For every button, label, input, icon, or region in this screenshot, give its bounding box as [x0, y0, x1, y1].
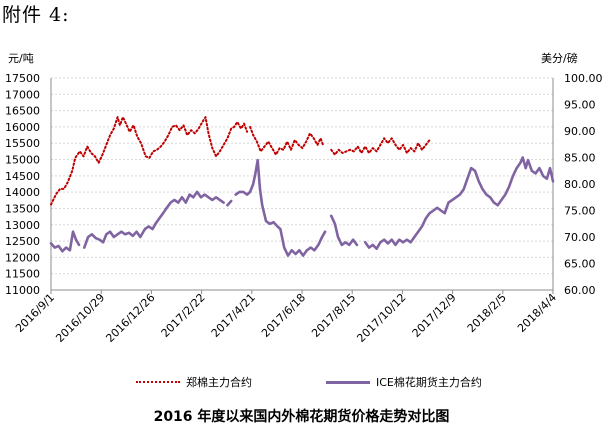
series-line-ice [329, 214, 359, 247]
x-tick-label: 2016/12/26 [103, 291, 157, 345]
legend-label-ice: ICE棉花期货主力合约 [376, 376, 482, 389]
x-tick-label: 2017/8/15 [309, 291, 358, 340]
y-right-tick-label: 85.00 [564, 152, 596, 165]
y-left-tick-label: 12500 [5, 235, 40, 248]
x-tick-label: 2016/10/29 [53, 291, 107, 345]
y-left-tick-label: 11500 [5, 268, 40, 281]
y-right-tick-label: 95.00 [564, 99, 596, 112]
y-left-tick-label: 16500 [5, 105, 40, 118]
x-tick-label: 2017/10/12 [354, 291, 408, 345]
attachment-heading: 附件 4: [2, 4, 70, 26]
x-tick-label: 2018/2/5 [465, 291, 509, 335]
y-left-tick-label: 12000 [5, 251, 40, 264]
y-left-tick-label: 17500 [5, 72, 40, 85]
y-left-tick-label: 13000 [5, 219, 40, 232]
y-left-tick-label: 17000 [5, 88, 40, 101]
x-tick-label: 2016/9/1 [13, 291, 57, 335]
legend-label-zhengmian: 郑棉主力合约 [186, 376, 252, 389]
x-tick-label: 2017/4/21 [209, 291, 258, 340]
y-right-tick-label: 75.00 [564, 205, 596, 218]
chart-caption: 2016 年度以来国内外棉花期货价格走势对比图 [153, 409, 450, 425]
series-line-zhengmian [330, 137, 431, 156]
series-line-zhengmian [249, 125, 325, 156]
series-line-ice [83, 190, 225, 249]
y-right-tick-label: 65.00 [564, 258, 596, 271]
y-left-tick-label: 14500 [5, 170, 40, 183]
y-left-tick-label: 14000 [5, 186, 40, 199]
y-left-tick-label: 15500 [5, 137, 40, 150]
legend-swatch-solid [326, 380, 370, 384]
x-tick-label: 2017/6/18 [259, 291, 308, 340]
series-line-ice [234, 158, 327, 257]
x-tick-label: 2018/4/4 [515, 291, 559, 335]
series-line-ice [49, 230, 81, 253]
legend-item-zhengmian: 郑棉主力合约 [136, 374, 252, 390]
y-right-tick-label: 60.00 [564, 284, 596, 297]
right-axis-unit: 美分/磅 [541, 52, 578, 65]
y-left-tick-label: 15000 [5, 154, 40, 167]
x-tick-label: 2017/12/9 [410, 291, 459, 340]
series-line-ice [226, 199, 233, 207]
y-left-tick-label: 13500 [5, 202, 40, 215]
legend-item-ice: ICE棉花期货主力合约 [326, 374, 482, 390]
y-right-tick-label: 70.00 [564, 231, 596, 244]
left-axis-unit: 元/吨 [8, 52, 34, 65]
y-left-tick-label: 11000 [5, 284, 40, 297]
y-right-tick-label: 100.00 [564, 72, 603, 85]
y-right-tick-label: 80.00 [564, 178, 596, 191]
series-line-ice [363, 156, 555, 250]
x-tick-label: 2017/2/22 [159, 291, 208, 340]
y-left-tick-label: 16000 [5, 121, 40, 134]
legend-swatch-dotted [136, 381, 180, 383]
y-right-tick-label: 90.00 [564, 125, 596, 138]
series-line-zhengmian [50, 116, 249, 206]
